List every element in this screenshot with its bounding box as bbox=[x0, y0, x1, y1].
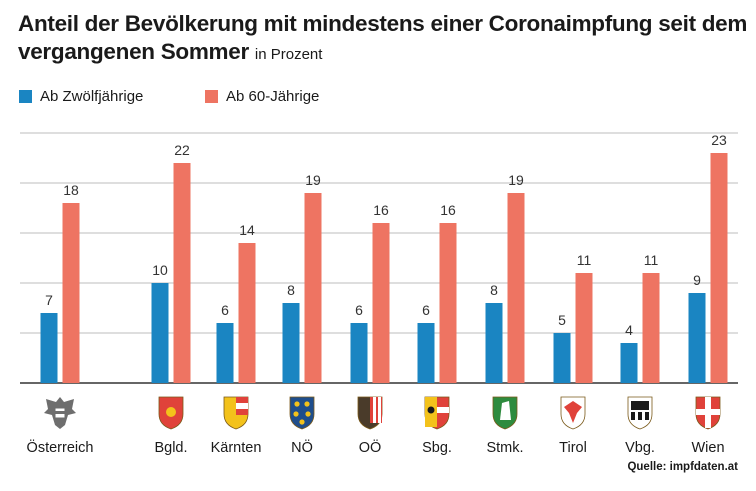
kaernten-crest-detail-red-1 bbox=[236, 397, 248, 403]
vorarlberg-crest-banner bbox=[631, 401, 649, 410]
bar-s1-5 bbox=[417, 323, 435, 383]
data-label-s2-4: 16 bbox=[373, 202, 389, 218]
category-label-4: OÖ bbox=[359, 438, 382, 456]
legend-swatch-series2 bbox=[205, 90, 218, 103]
bar-s1-9 bbox=[688, 293, 706, 383]
legend-swatch-series1 bbox=[19, 90, 32, 103]
bar-s1-7 bbox=[553, 333, 571, 383]
bar-s2-8 bbox=[642, 273, 660, 383]
bar-s2-6 bbox=[507, 193, 525, 383]
category-label-2: Kärnten bbox=[211, 440, 262, 456]
bar-s1-4 bbox=[350, 323, 368, 383]
bar-s1-1 bbox=[151, 283, 169, 383]
bar-s2-5 bbox=[439, 223, 457, 383]
bar-s2-0 bbox=[62, 203, 80, 383]
data-label-s2-1: 22 bbox=[174, 142, 190, 158]
data-label-s1-8: 4 bbox=[625, 322, 633, 338]
salzburg-crest-detail-white bbox=[437, 407, 449, 413]
category-label-9: Wien bbox=[691, 440, 724, 456]
bar-s2-7 bbox=[575, 273, 593, 383]
data-label-s1-4: 6 bbox=[355, 302, 363, 318]
data-label-s1-2: 6 bbox=[221, 302, 229, 318]
data-label-s1-6: 8 bbox=[490, 282, 498, 298]
data-label-s2-9: 23 bbox=[711, 132, 727, 148]
bar-s2-2 bbox=[238, 243, 256, 383]
data-label-s1-5: 6 bbox=[422, 302, 430, 318]
bar-s2-4 bbox=[372, 223, 390, 383]
noe-crest-eagle-1 bbox=[304, 401, 310, 407]
ooe-crest-detail-stripe-1 bbox=[373, 397, 376, 423]
category-label-3: NÖ bbox=[291, 438, 313, 456]
data-label-s2-6: 19 bbox=[508, 172, 524, 188]
burgenland-crest-detail bbox=[166, 407, 176, 417]
subtitle-text: in Prozent bbox=[254, 46, 323, 63]
vorarlberg-crest-fringe-1 bbox=[631, 412, 635, 420]
data-label-s1-0: 7 bbox=[45, 292, 53, 308]
salzburg-crest-detail-lion bbox=[427, 406, 435, 414]
bar-s2-1 bbox=[173, 163, 191, 383]
vorarlberg-crest-fringe-3 bbox=[645, 412, 649, 420]
steiermark-crest-panther bbox=[500, 401, 511, 420]
source-note: Quelle: impfdaten.at bbox=[627, 461, 738, 473]
data-label-s2-3: 19 bbox=[305, 172, 321, 188]
category-label-1: Bgld. bbox=[154, 440, 187, 456]
data-label-s1-9: 9 bbox=[693, 272, 701, 288]
kaernten-crest-detail-white bbox=[236, 403, 248, 409]
bar-s1-6 bbox=[485, 303, 503, 383]
data-label-s2-5: 16 bbox=[440, 202, 456, 218]
bar-s2-9 bbox=[710, 153, 728, 383]
ooe-crest-detail-stripe-2 bbox=[378, 397, 381, 423]
data-label-s1-1: 10 bbox=[152, 262, 168, 278]
data-label-s1-7: 5 bbox=[558, 312, 566, 328]
legend-item-series2: Ab 60-Jährige bbox=[205, 88, 319, 105]
category-label-7: Tirol bbox=[559, 440, 587, 456]
chart-title: Anteil der Bevölkerung mit mindestens ei… bbox=[18, 10, 748, 69]
category-label-0: Österreich bbox=[27, 438, 94, 456]
bar-s1-3 bbox=[282, 303, 300, 383]
tirol-crest-eagle bbox=[564, 401, 582, 423]
category-label-5: Sbg. bbox=[422, 440, 452, 456]
noe-crest-eagle-3 bbox=[305, 411, 311, 417]
bar-s1-8 bbox=[620, 343, 638, 383]
bar-s1-2 bbox=[216, 323, 234, 383]
noe-crest-eagle-4 bbox=[299, 419, 305, 425]
legend-label-series1: Ab Zwölfjährige bbox=[40, 88, 144, 105]
noe-crest-eagle-2 bbox=[293, 411, 299, 417]
noe-crest-eagle-0 bbox=[294, 401, 300, 407]
data-label-s2-0: 18 bbox=[63, 182, 79, 198]
data-label-s2-2: 14 bbox=[239, 222, 255, 238]
data-label-s1-3: 8 bbox=[287, 282, 295, 298]
kaernten-crest-detail-red-2 bbox=[236, 409, 248, 415]
austria-crest-stripe bbox=[55, 411, 65, 414]
legend-item-series1: Ab Zwölfjährige bbox=[19, 88, 143, 105]
category-label-6: Stmk. bbox=[486, 440, 523, 456]
category-label-8: Vbg. bbox=[625, 440, 655, 456]
title-text: Anteil der Bevölkerung mit mindestens ei… bbox=[18, 11, 748, 64]
wien-crest-cross-horizontal bbox=[696, 409, 720, 415]
bar-s1-0 bbox=[40, 313, 58, 383]
legend-label-series2: Ab 60-Jährige bbox=[226, 88, 320, 105]
data-label-s2-8: 11 bbox=[644, 252, 659, 268]
vorarlberg-crest-fringe-2 bbox=[638, 412, 642, 420]
bar-s2-3 bbox=[304, 193, 322, 383]
data-label-s2-7: 11 bbox=[577, 252, 592, 268]
